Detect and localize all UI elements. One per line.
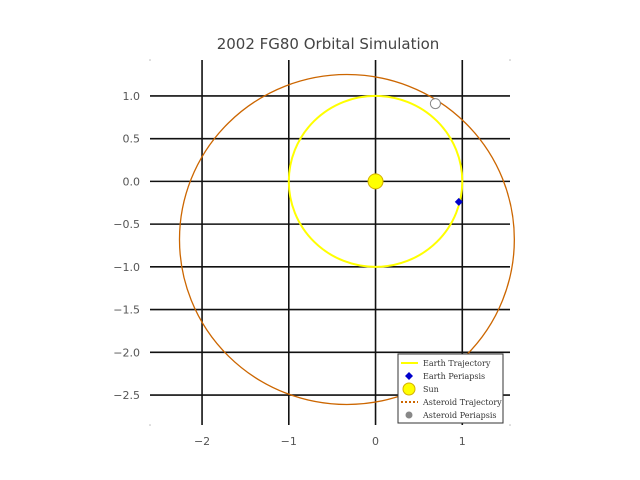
- x-axis-ticks: −2 −1 0 1: [194, 435, 466, 448]
- chart-title: 2002 FG80 Orbital Simulation: [217, 35, 440, 53]
- x-tick-label: 0: [372, 435, 379, 448]
- legend: Earth Trajectory Earth Periapsis Sun Astero…: [397, 353, 504, 424]
- plot-corner: [509, 424, 511, 426]
- x-tick-label: −1: [281, 435, 297, 448]
- y-tick-label: −2.5: [113, 389, 140, 402]
- plot-corner: [509, 59, 511, 61]
- y-axis-ticks: 1.0 0.5 0.0 −0.5 −1.0 −1.5 −2.0 −2.5: [113, 90, 140, 402]
- legend-label: Sun: [423, 385, 439, 394]
- earth-periapsis-marker: [454, 197, 463, 206]
- legend-box: [397, 353, 504, 424]
- y-tick-label: −1.5: [113, 304, 140, 317]
- legend-swatch-sun: [402, 382, 416, 396]
- plot-corner: [149, 59, 151, 61]
- asteroid-periapsis-marker: [429, 98, 441, 110]
- y-tick-label: −1.0: [113, 261, 140, 274]
- x-tick-label: −2: [194, 435, 210, 448]
- y-tick-label: 0.5: [123, 133, 141, 146]
- y-tick-label: 0.0: [123, 175, 141, 188]
- legend-label: Asteroid Trajectory: [422, 398, 502, 407]
- y-tick-label: −2.0: [113, 346, 140, 359]
- x-tick-label: 1: [459, 435, 466, 448]
- asteroid-trajectory: [178, 73, 515, 406]
- y-tick-label: 1.0: [123, 90, 141, 103]
- y-tick-label: −0.5: [113, 218, 140, 231]
- sun-marker: [367, 173, 384, 190]
- legend-label: Asteroid Periapsis: [422, 411, 497, 420]
- legend-swatch-earth-periapsis: [405, 372, 413, 380]
- series-layer: [178, 73, 515, 406]
- plot-corner: [149, 424, 151, 426]
- legend-label: Earth Periapsis: [423, 372, 485, 381]
- legend-swatch-asteroid-periapsis: [405, 411, 413, 419]
- earth-trajectory: [287, 94, 464, 268]
- legend-label: Earth Trajectory: [423, 359, 491, 368]
